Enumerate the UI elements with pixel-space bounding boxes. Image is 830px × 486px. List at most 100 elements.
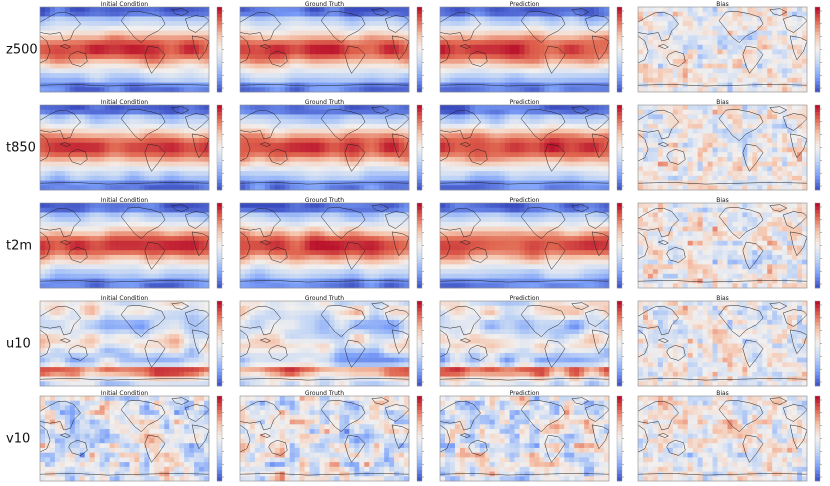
heat-cell: [459, 180, 466, 186]
heat-cell: [667, 73, 674, 79]
heat-cell: [269, 44, 276, 50]
heat-cell: [374, 147, 380, 153]
heat-cell: [359, 185, 365, 191]
heat-cell: [379, 87, 385, 93]
heat-cell: [359, 49, 365, 55]
heat-cell: [589, 109, 595, 115]
heat-cell: [584, 30, 590, 36]
heat-cell: [638, 16, 644, 22]
heat-cell: [762, 40, 768, 46]
heat-cell: [104, 114, 110, 120]
heat-cell: [254, 35, 261, 41]
coastline: [391, 35, 410, 60]
heat-cell: [638, 152, 644, 158]
heat-cell: [369, 180, 375, 186]
colorbar-segment: [417, 143, 422, 148]
heat-cell: [114, 119, 120, 125]
heat-cell: [304, 58, 310, 64]
heat-cell: [244, 133, 251, 139]
heat-cell: [349, 54, 355, 60]
heat-cell: [44, 44, 51, 50]
heat-cell: [294, 25, 300, 31]
heat-cell: [379, 25, 385, 31]
heat-cell: [349, 87, 355, 93]
heat-cell: [169, 119, 175, 125]
heat-cell: [384, 58, 390, 64]
heat-cell: [174, 63, 180, 69]
heat-cell: [169, 128, 175, 134]
heat-cell: [559, 171, 565, 177]
heat-cell: [787, 73, 793, 79]
heat-cell: [499, 152, 505, 158]
heat-cell: [499, 114, 505, 120]
heat-cell: [379, 11, 385, 17]
heat-cell: [129, 156, 135, 162]
heat-cell: [464, 54, 471, 60]
heat-cell: [579, 185, 585, 191]
heat-cell: [119, 142, 125, 148]
heat-cell: [94, 16, 100, 22]
heat-cell: [294, 109, 300, 115]
heat-cell: [544, 73, 550, 79]
heat-cell: [114, 175, 120, 181]
heat-cell: [574, 166, 580, 172]
heat-cell: [394, 77, 400, 83]
panel-title: Prediction: [510, 99, 540, 106]
heat-cell: [179, 142, 185, 148]
heat-cell: [154, 44, 160, 50]
heat-cell: [54, 105, 61, 111]
heat-cell: [469, 133, 476, 139]
heat-cell: [534, 54, 540, 60]
heat-cell: [79, 11, 86, 17]
heat-cell: [384, 68, 390, 74]
heat-cell: [509, 105, 515, 111]
heat-cell: [657, 49, 664, 55]
heat-cell: [174, 82, 180, 88]
heat-cell: [324, 156, 330, 162]
heat-cell: [727, 138, 733, 144]
heat-cell: [732, 73, 738, 79]
heat-cell: [469, 161, 476, 167]
heat-cell: [574, 7, 580, 13]
heat-cell: [269, 119, 276, 125]
heat-cell: [787, 44, 793, 50]
heat-cell: [84, 109, 91, 115]
heat-cell: [772, 73, 778, 79]
heat-cell: [84, 87, 91, 93]
heat-cell: [672, 128, 679, 134]
heat-cell: [657, 114, 664, 120]
heat-cell: [489, 35, 495, 41]
heat-cell: [642, 7, 649, 13]
heat-cell: [149, 109, 155, 115]
heat-cell: [264, 180, 271, 186]
heat-cell: [404, 49, 410, 55]
heat-cell: [109, 152, 115, 158]
colorbar-segment: [417, 81, 422, 86]
heat-cell: [374, 82, 380, 88]
heat-cell: [114, 161, 120, 167]
heat-cell: [139, 77, 145, 83]
heat-cell: [359, 119, 365, 125]
heat-cell: [279, 156, 286, 162]
heat-cell: [737, 30, 743, 36]
heat-cell: [529, 40, 535, 46]
heat-cell: [69, 175, 76, 181]
heat-cell: [594, 119, 600, 125]
heat-cell: [792, 16, 798, 22]
heat-cell: [638, 58, 644, 64]
heat-cell: [752, 142, 758, 148]
heat-cell: [249, 16, 256, 22]
heat-cell: [259, 161, 266, 167]
heat-cell: [240, 40, 246, 46]
heat-cell: [139, 63, 145, 69]
heat-cell: [249, 40, 256, 46]
heat-cell: [444, 54, 451, 60]
heat-cell: [259, 58, 266, 64]
heat-cell: [712, 49, 718, 55]
heat-cell: [299, 25, 305, 31]
heat-cell: [727, 35, 733, 41]
heat-cell: [69, 105, 76, 111]
heat-cell: [564, 21, 570, 27]
heat-cell: [124, 109, 130, 115]
heat-cell: [444, 21, 451, 27]
